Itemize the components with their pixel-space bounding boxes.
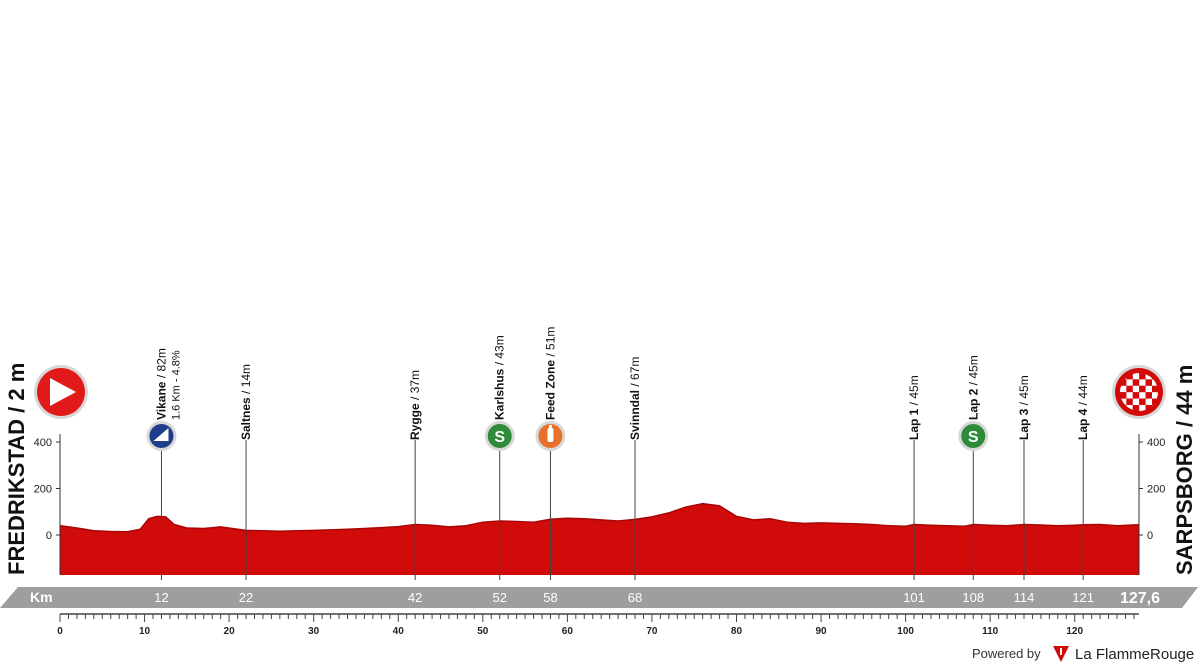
- elevation-line: [59, 502, 1140, 533]
- km-label: Km: [30, 589, 53, 605]
- x-tick-label: 20: [224, 626, 236, 637]
- checkpoints-group: Vikane / 82m 1.6 Km - 4.8% 12 Saltnes / 14m…: [146, 327, 1094, 605]
- y-tick-label-left: 0: [46, 530, 52, 542]
- x-tick-label: 0: [57, 626, 63, 637]
- checkpoint: Saltnes / 14m 22: [239, 364, 253, 605]
- x-tick-label: 120: [1066, 626, 1083, 637]
- checkpoint: S Lap 2 / 45m 108: [958, 355, 989, 605]
- checkpoint-km-label: 108: [962, 590, 984, 605]
- finish-marker: [1112, 365, 1166, 419]
- start-label: FREDRIKSTAD / 2 m: [4, 363, 29, 575]
- finish-km-label: 127,6: [1120, 590, 1160, 607]
- checkpoint-km-label: 121: [1072, 590, 1094, 605]
- x-tick-label: 40: [393, 626, 405, 637]
- checkpoint-km-label: 52: [492, 590, 506, 605]
- start-marker: [34, 365, 88, 419]
- checkpoint-km-label: 12: [154, 590, 168, 605]
- checkpoint-km-label: 58: [543, 590, 557, 605]
- sprint-icon: S: [484, 421, 515, 451]
- checkpoint: Lap 1 / 45m 101: [903, 375, 925, 605]
- y-tick-label-right: 200: [1147, 484, 1165, 496]
- svg-text:S: S: [494, 429, 505, 446]
- x-tick-label: 80: [731, 626, 743, 637]
- y-tick-label-left: 200: [34, 484, 52, 496]
- checkpoint: S Karlshus / 43m 52: [484, 335, 515, 605]
- checkpoint: Lap 3 / 45m 114: [1014, 375, 1035, 605]
- checkpoint-name: Lap 4 / 44m: [1076, 375, 1090, 440]
- x-tick-label: 90: [815, 626, 827, 637]
- x-tick-label: 110: [982, 626, 999, 637]
- x-axis: 0 10 20 30 40 50 60 70 80 90 100 110 120: [57, 613, 1139, 637]
- checkpoint-name: Svinndal / 67m: [628, 357, 642, 440]
- x-tick-label: 30: [308, 626, 320, 637]
- checkpoint: Svinndal / 67m 68: [628, 357, 642, 605]
- checkpoint-name: Lap 3 / 45m: [1017, 375, 1031, 440]
- checkpoint: Lap 4 / 44m 121: [1072, 375, 1094, 605]
- checkpoint-name: Feed Zone / 51m: [543, 327, 557, 420]
- checkpoint-km-label: 68: [628, 590, 642, 605]
- checkpoint: Feed Zone / 51m 58: [535, 327, 566, 605]
- checkpoint-km-label: 114: [1014, 590, 1035, 605]
- y-tick-label-left: 400: [34, 437, 52, 449]
- x-tick-label: 50: [477, 626, 489, 637]
- checkpoint-name: Rygge / 37m: [408, 370, 422, 440]
- checkpoint-sub: 1.6 Km - 4.8%: [170, 350, 182, 420]
- svg-text:S: S: [968, 429, 979, 446]
- checkpoint: Rygge / 37m 42: [408, 370, 422, 605]
- sprint-icon: S: [958, 421, 989, 451]
- elevation-area-group: [59, 502, 1140, 575]
- climb-icon: [146, 421, 177, 451]
- y-axis-left: 0 200 400: [34, 434, 61, 575]
- x-tick-label: 70: [646, 626, 658, 637]
- checkpoint-name: Karlshus / 43m: [493, 335, 507, 420]
- checkpoint: Vikane / 82m 1.6 Km - 4.8% 12: [146, 348, 182, 605]
- y-tick-label-right: 0: [1147, 530, 1153, 542]
- checkpoint-name: Lap 1 / 45m: [907, 375, 921, 440]
- x-tick-label: 100: [897, 626, 914, 637]
- checkpoint-name: Lap 2 / 45m: [966, 355, 980, 420]
- flamme-rouge-logo-icon: [1053, 646, 1069, 662]
- checkpoint-km-label: 42: [408, 590, 422, 605]
- checkpoint-name: Saltnes / 14m: [239, 364, 253, 440]
- finish-label: SARPSBORG / 44 m: [1172, 365, 1197, 575]
- brand-text: La FlammeRouge: [1075, 646, 1194, 663]
- km-band: Km 127,6: [0, 587, 1198, 608]
- elevation-area: [60, 503, 1139, 575]
- km-band-bar: [0, 587, 1198, 608]
- x-tick-label: 10: [139, 626, 151, 637]
- checkpoint-km-label: 101: [903, 590, 925, 605]
- y-axis-right: 0 200 400: [1138, 434, 1165, 575]
- x-tick-label: 60: [562, 626, 574, 637]
- checkpoint-name: Vikane / 82m: [154, 348, 168, 420]
- feed-zone-icon: [535, 421, 566, 451]
- powered-by-text: Powered by: [972, 646, 1041, 661]
- checkpoint-km-label: 22: [239, 590, 253, 605]
- y-tick-label-right: 400: [1147, 437, 1165, 449]
